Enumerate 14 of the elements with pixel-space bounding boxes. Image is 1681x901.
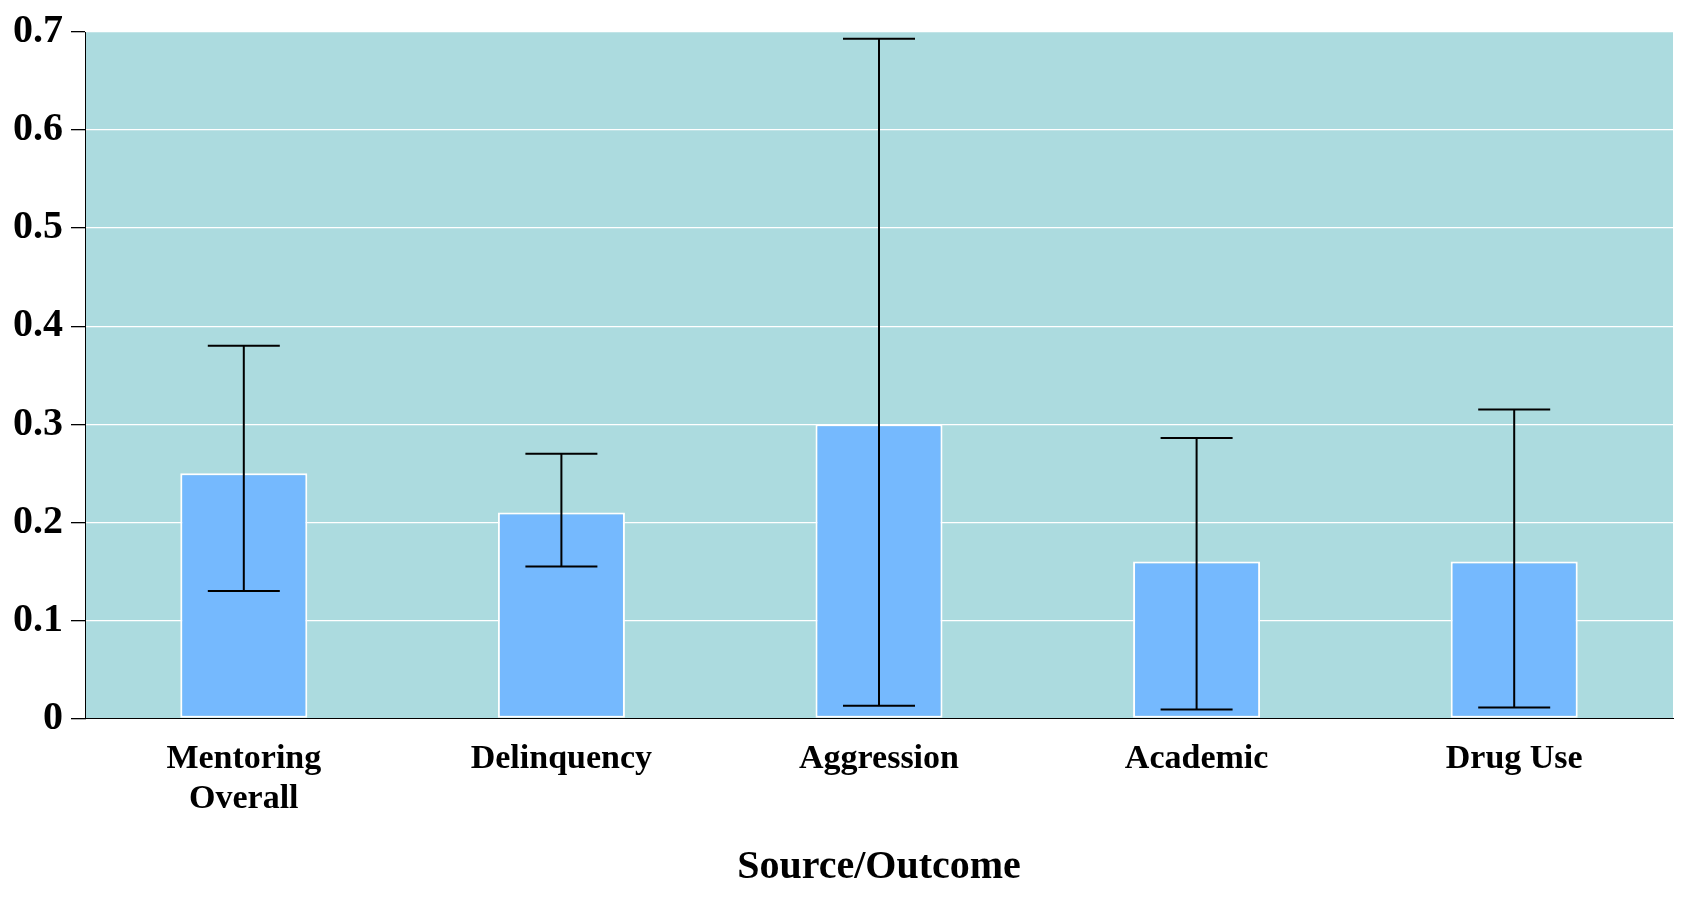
x-tick-label: Delinquency [470,737,653,775]
y-tick-label: 0.5 [13,202,63,248]
y-tick-label: 0.7 [13,6,63,52]
x-tick-label: Drug Use [1445,737,1583,775]
x-tick-label: Academic [1124,737,1269,775]
y-tick-label: 0.1 [13,594,63,640]
y-tick-label: 0 [43,692,63,738]
x-tick-label: Mentoring Overall [166,737,322,816]
y-tick-label: 0.6 [13,104,63,150]
x-axis-title: Source/Outcome [737,842,1021,888]
y-tick-label: 0.2 [13,496,63,542]
y-tick-label: 0.3 [13,398,63,444]
x-tick-label: Aggression [799,737,960,775]
y-tick-label: 0.4 [13,300,63,346]
